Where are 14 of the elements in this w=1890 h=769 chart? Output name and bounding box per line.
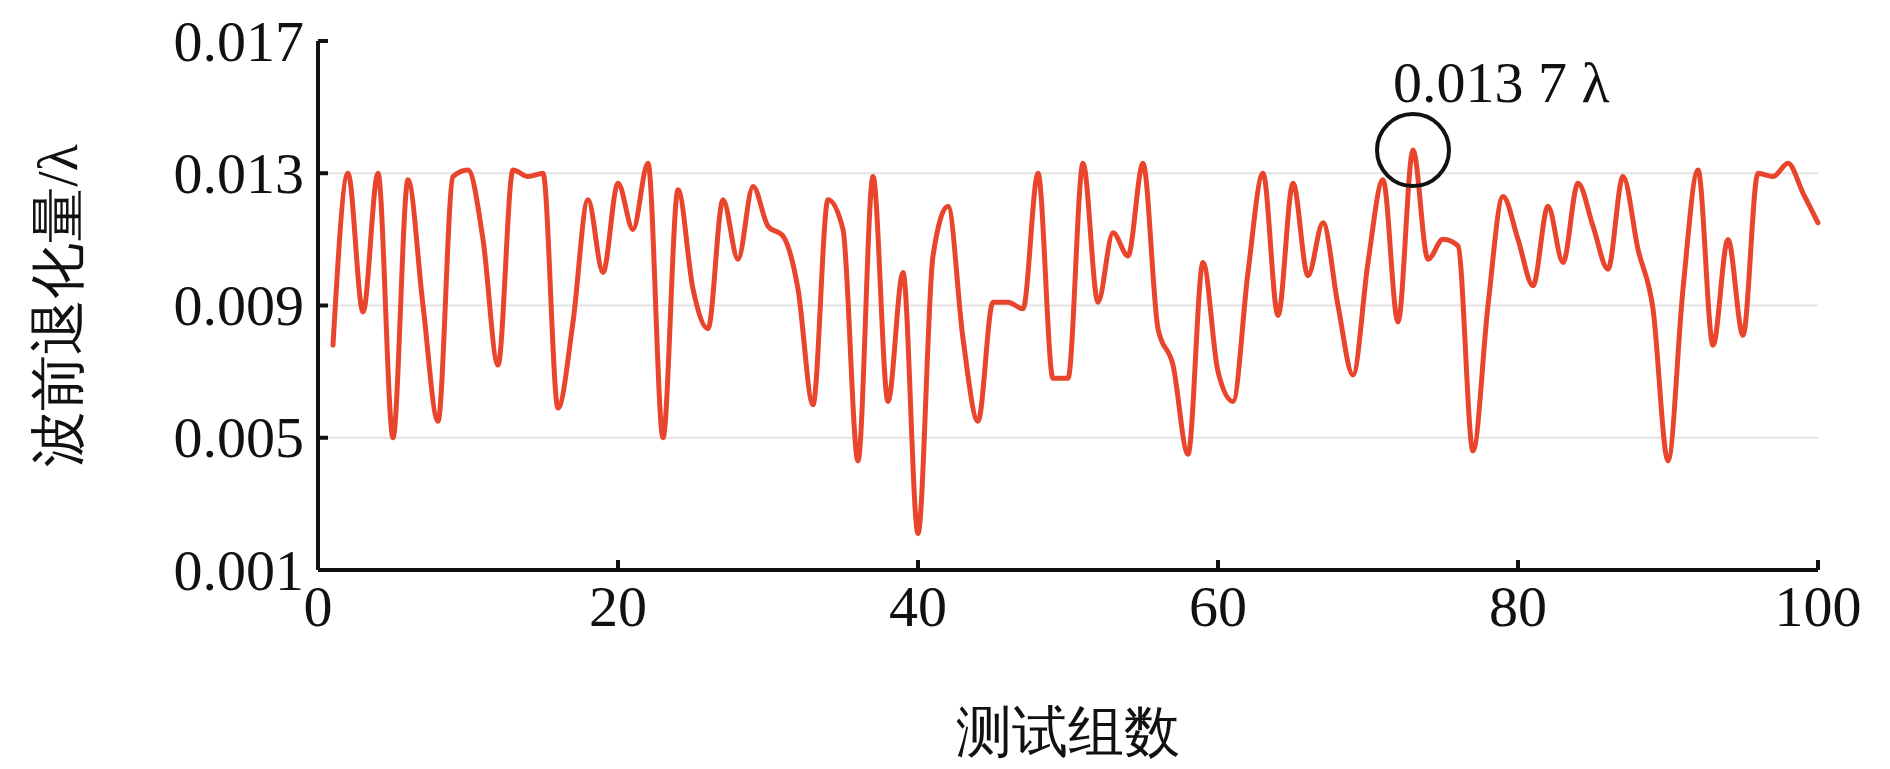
y-tick-label: 0.013 — [173, 140, 304, 206]
y-tick-label: 0.005 — [173, 405, 304, 471]
x-tick-label: 100 — [1774, 573, 1862, 639]
y-tick-label: 0.017 — [173, 8, 304, 74]
x-tick-label: 60 — [1189, 573, 1247, 639]
y-tick-label: 0.001 — [173, 537, 304, 603]
x-tick-label: 20 — [589, 573, 647, 639]
y-axis-title: 波前退化量/λ — [27, 144, 89, 467]
x-tick-label: 0 — [303, 573, 333, 639]
y-tick-label: 0.009 — [173, 273, 304, 338]
x-tick-label: 40 — [889, 573, 947, 639]
x-tick-label: 80 — [1489, 573, 1547, 639]
annotation: 0.013 7 λ — [1393, 50, 1610, 116]
x-axis-title: 测试组数 — [956, 701, 1180, 763]
